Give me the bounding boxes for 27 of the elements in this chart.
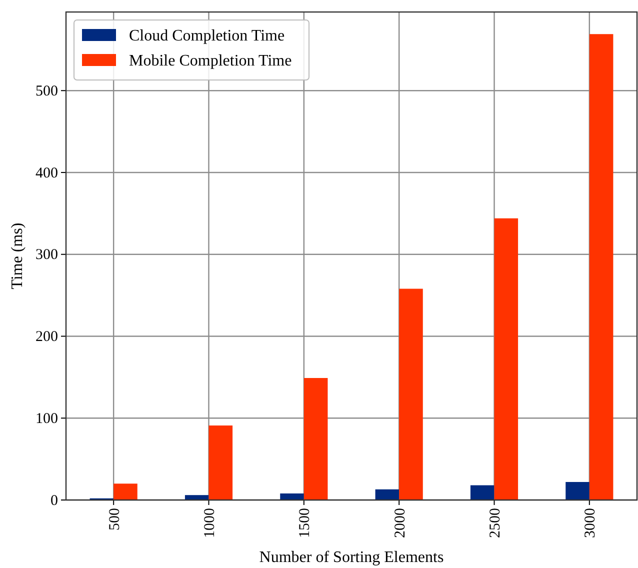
legend-label: Cloud Completion Time [129, 28, 285, 45]
bar [208, 425, 233, 500]
y-tick-label: 500 [36, 83, 58, 100]
y-tick-label: 200 [36, 329, 58, 346]
x-tick-label: 3000 [582, 508, 599, 538]
bar [375, 489, 400, 500]
x-tick-label: 2000 [392, 508, 408, 538]
bar [566, 482, 590, 500]
bar [184, 495, 209, 500]
y-tick-label: 0 [50, 492, 58, 509]
bar [589, 34, 614, 500]
x-tick-label: 2500 [488, 508, 504, 538]
bar [399, 288, 423, 500]
bar [494, 218, 518, 500]
x-axis-title: Number of Sorting Elements [259, 549, 444, 566]
bar [470, 485, 494, 500]
legend-label: Mobile Completion Time [129, 52, 292, 70]
y-axis-title: Time (ms) [9, 222, 26, 290]
x-tick-label: 1000 [202, 508, 218, 538]
x-tick-label: 1500 [297, 508, 314, 538]
bar [280, 493, 304, 500]
x-tick-label: 500 [106, 508, 123, 530]
y-tick-label: 300 [36, 247, 58, 264]
y-tick-label: 400 [36, 165, 58, 182]
bar [114, 484, 138, 500]
bar [304, 378, 328, 500]
y-tick-label: 100 [36, 410, 58, 427]
